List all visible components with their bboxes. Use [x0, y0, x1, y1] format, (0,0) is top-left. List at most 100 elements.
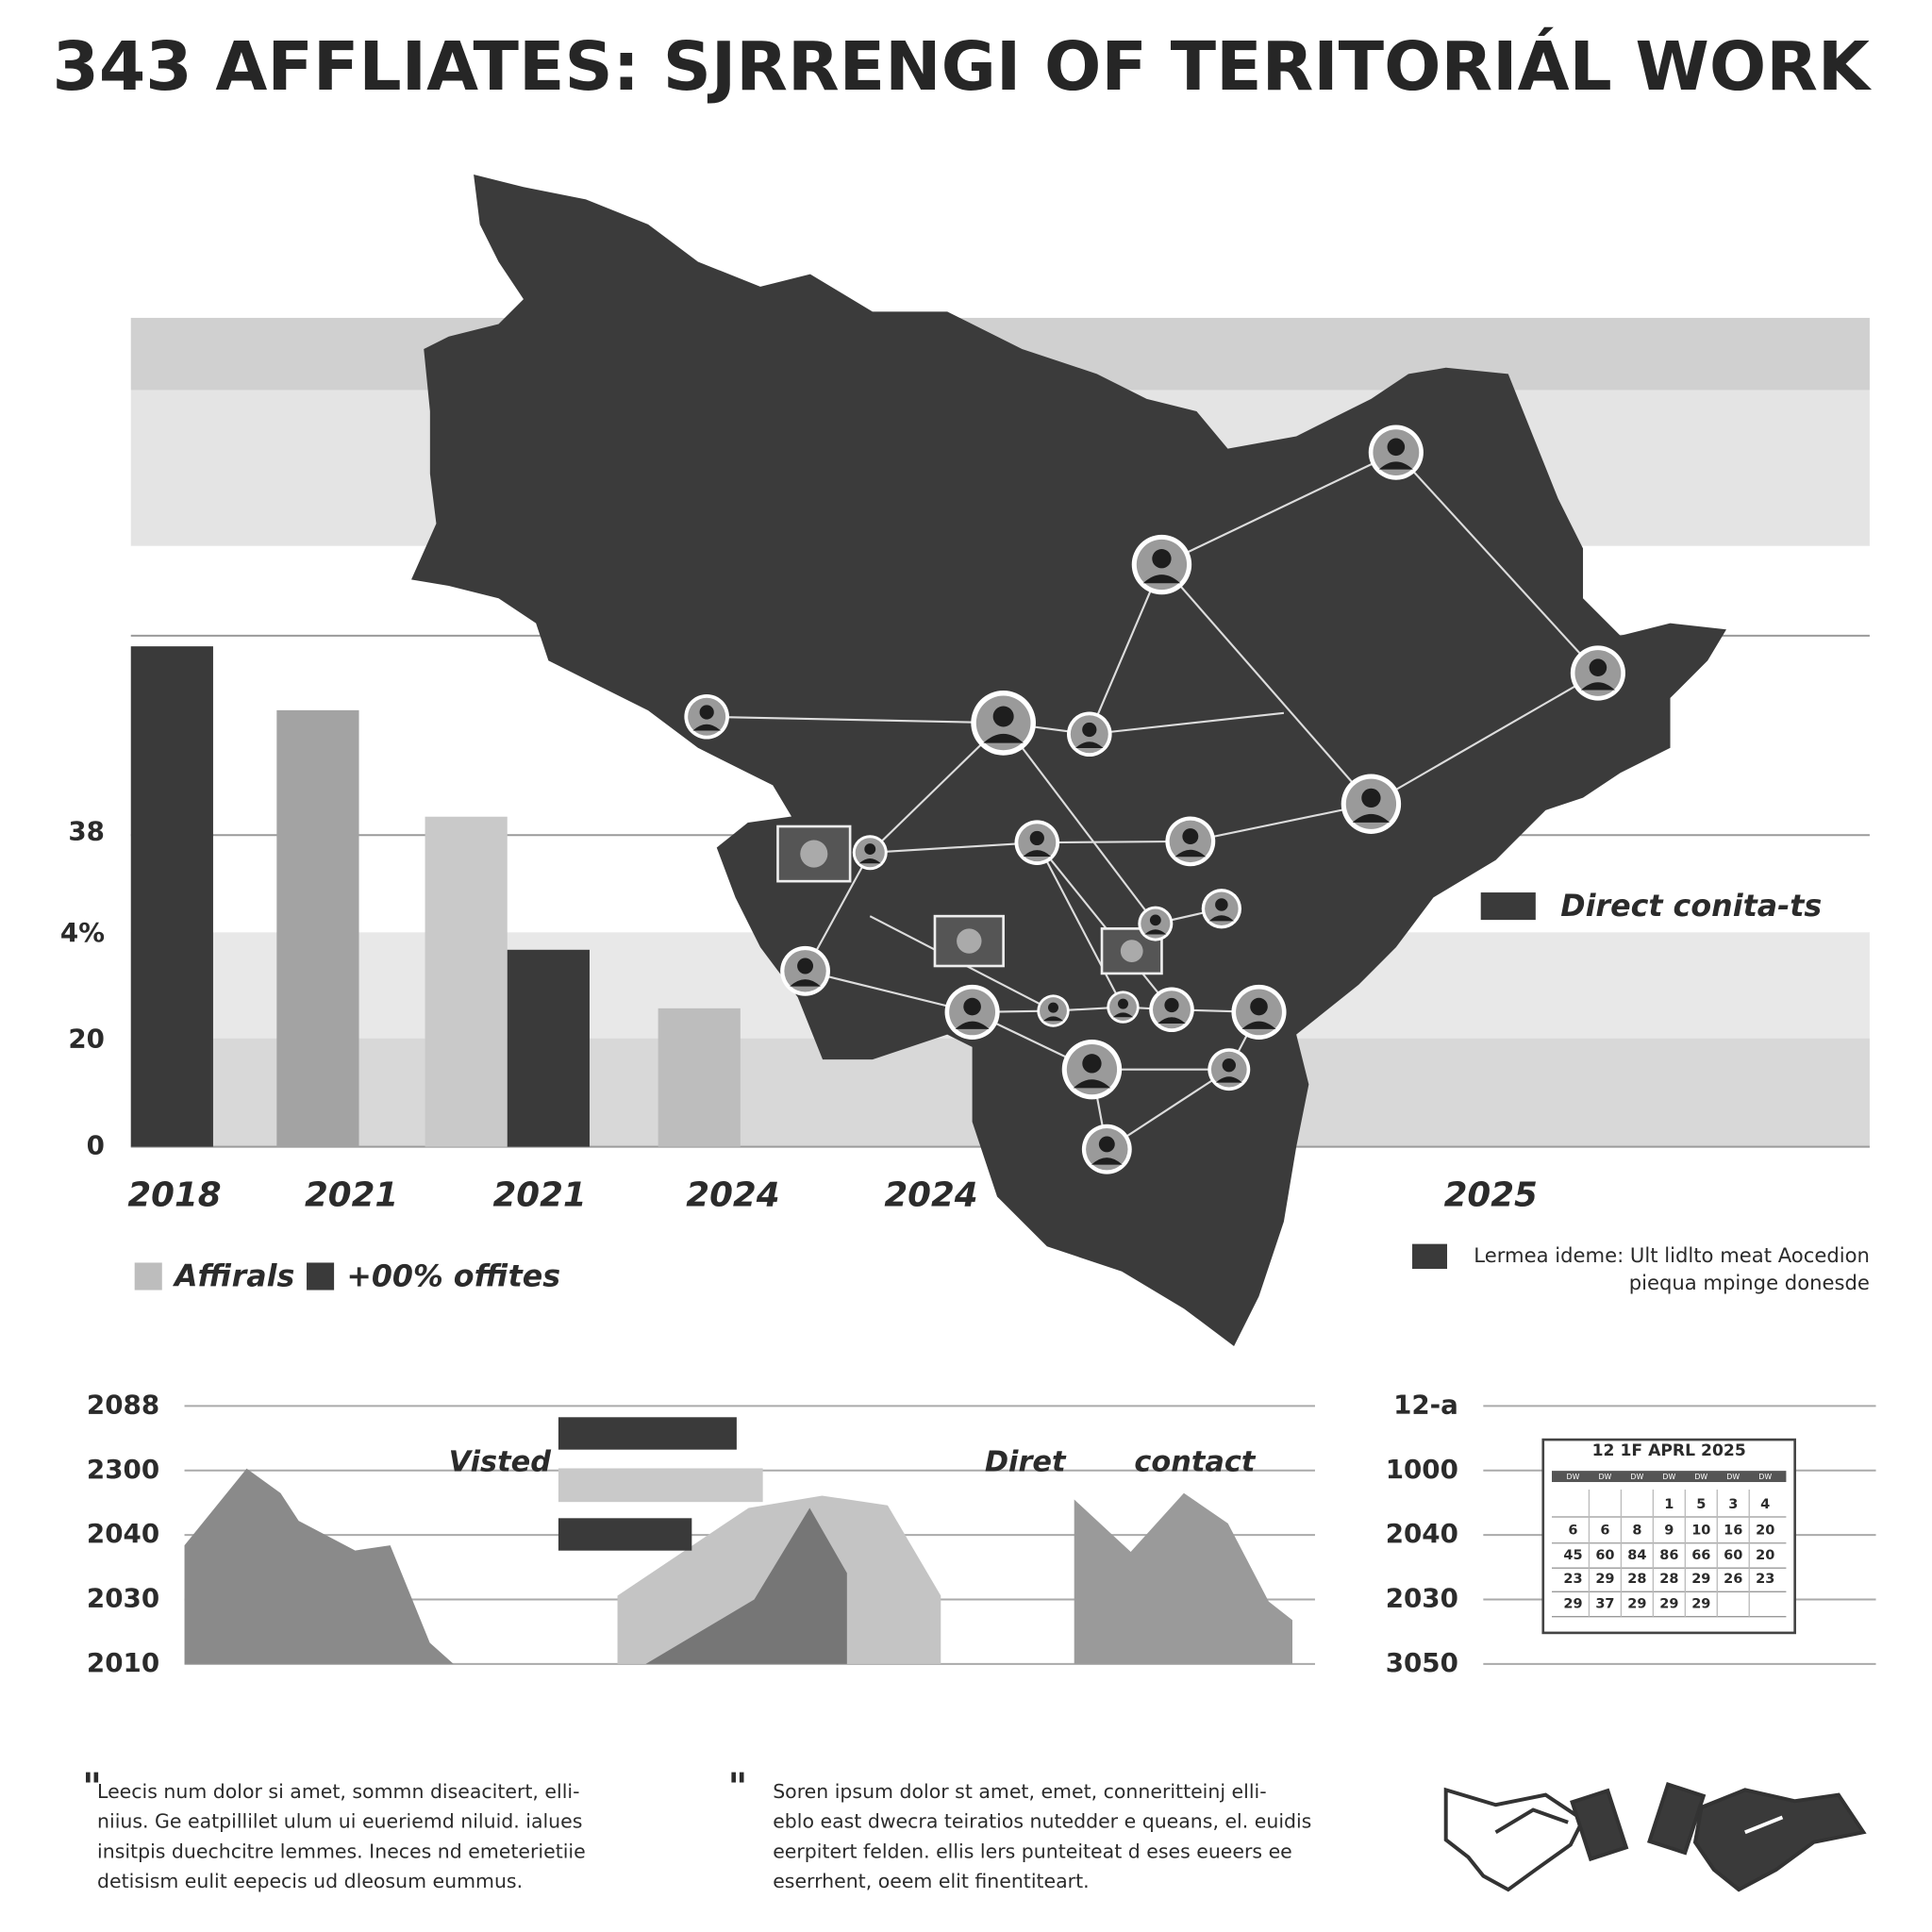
avatar-body [858, 858, 881, 864]
avatar-body [1075, 741, 1104, 748]
avatar-body [1023, 850, 1052, 857]
paragraph-line: detisism eulit eepecis ud dleosum eummus… [97, 1870, 523, 1892]
y-tick-label: 2088 [87, 1389, 159, 1420]
paragraph-line: eblo east dwecra teiratios nutedder e qu… [773, 1810, 1311, 1833]
avatar-head [992, 706, 1014, 727]
weekday: DW [1598, 1473, 1611, 1481]
day: 6 [1600, 1524, 1609, 1539]
day: 1 [1664, 1497, 1674, 1512]
legend-label: +00% offites [346, 1259, 560, 1293]
y-tick-label: 2040 [87, 1518, 159, 1549]
bar [658, 1008, 741, 1147]
y-tick-label: 0 [87, 1130, 105, 1161]
weekday: DW [1567, 1473, 1580, 1481]
day: 6 [1568, 1524, 1577, 1539]
contact-network [684, 425, 1625, 1174]
day: 8 [1632, 1524, 1641, 1539]
calendar-title: 12 1F APRL 2025 [1592, 1441, 1746, 1460]
legend-swatch [1412, 1243, 1448, 1270]
legend-label: Affirals [172, 1259, 294, 1293]
day: 29 [1659, 1597, 1678, 1612]
avatar-body [692, 724, 721, 731]
decor-bar [558, 1468, 763, 1503]
area-chart: 2010 2030 2040 2300 2088 Visted Diret contact [87, 1389, 1315, 1678]
connection [707, 715, 1004, 724]
avatar-head [1589, 658, 1607, 676]
avatar-head [1164, 997, 1179, 1013]
day: 29 [1691, 1572, 1710, 1587]
day: 5 [1696, 1497, 1706, 1512]
annotation: Visted [449, 1446, 552, 1479]
day: 84 [1627, 1548, 1646, 1563]
cuff [1646, 1781, 1707, 1856]
avatar-body [1352, 813, 1391, 823]
avatar-head [797, 958, 814, 974]
avatar-head [1117, 998, 1128, 1009]
day: 29 [1627, 1597, 1646, 1612]
avatar-body [790, 979, 821, 987]
annotation: contact [1134, 1446, 1257, 1479]
day: 45 [1563, 1548, 1582, 1563]
day: 29 [1595, 1572, 1614, 1587]
handshake-icons [1443, 1781, 1867, 1892]
hand [1494, 1807, 1569, 1834]
paragraph-line: Leecis num dolor si amet, sommn diseacit… [97, 1780, 579, 1803]
connection [1160, 563, 1373, 805]
photo-face [1120, 940, 1143, 963]
day: 3 [1728, 1497, 1738, 1512]
avatar-body [1142, 575, 1181, 584]
day: 29 [1691, 1597, 1710, 1612]
connection [1190, 803, 1372, 842]
y-tick-label: 38 [68, 816, 105, 847]
avatar-body [1042, 1016, 1064, 1022]
area [645, 1507, 847, 1664]
quote-mark: " [728, 1766, 748, 1809]
y-tick-label: 12-a [1393, 1389, 1458, 1420]
handshake-filled [1646, 1781, 1867, 1892]
avatar-head [963, 997, 981, 1016]
bar [425, 816, 508, 1147]
x-tick-label: 2024 [686, 1175, 779, 1214]
paragraph-line: Soren ipsum dolor st amet, emet, conneri… [773, 1780, 1266, 1803]
connection [1036, 841, 1124, 1008]
weekday: DW [1726, 1473, 1740, 1481]
connection [1088, 564, 1163, 735]
bar [507, 949, 590, 1147]
weekday: DW [1662, 1473, 1675, 1481]
connection [1395, 451, 1599, 675]
avatar-head [1222, 1058, 1236, 1073]
legend-swatch [134, 1262, 162, 1291]
day: 20 [1756, 1548, 1774, 1563]
bar [276, 709, 359, 1147]
avatar-body [1174, 849, 1207, 858]
day: 26 [1724, 1572, 1742, 1587]
connection [1160, 451, 1397, 566]
avatar-body [1241, 1021, 1276, 1029]
connection [1002, 722, 1157, 924]
avatar-body [1378, 461, 1413, 470]
y-tick-label: 2040 [1386, 1518, 1458, 1549]
day: 16 [1724, 1524, 1742, 1539]
legend-swatch [307, 1262, 335, 1291]
y-tick-label: 2010 [87, 1647, 159, 1678]
legend-swatch [1480, 892, 1536, 921]
x-tick-label: 2018 [127, 1175, 221, 1214]
day: 28 [1627, 1572, 1646, 1587]
day: 29 [1563, 1597, 1582, 1612]
calendar-header-band [1552, 1471, 1787, 1483]
avatar-head [1152, 549, 1172, 569]
avatar-head [1149, 914, 1161, 926]
day: 23 [1756, 1572, 1774, 1587]
annotation: Diret [985, 1446, 1067, 1479]
avatar-head [1082, 722, 1097, 738]
hand [1692, 1788, 1867, 1892]
day: 10 [1691, 1524, 1710, 1539]
avatar-head [1029, 830, 1044, 846]
avatar-body [1112, 1012, 1134, 1018]
avatar-head [1182, 828, 1199, 845]
x-tick-label: 2024 [884, 1175, 977, 1214]
y-tick-label: 1000 [1386, 1454, 1458, 1485]
paragraph-line: insitpis duechcitre lemmes. Ineces nd em… [97, 1840, 586, 1862]
avatar-body [1158, 1017, 1186, 1024]
